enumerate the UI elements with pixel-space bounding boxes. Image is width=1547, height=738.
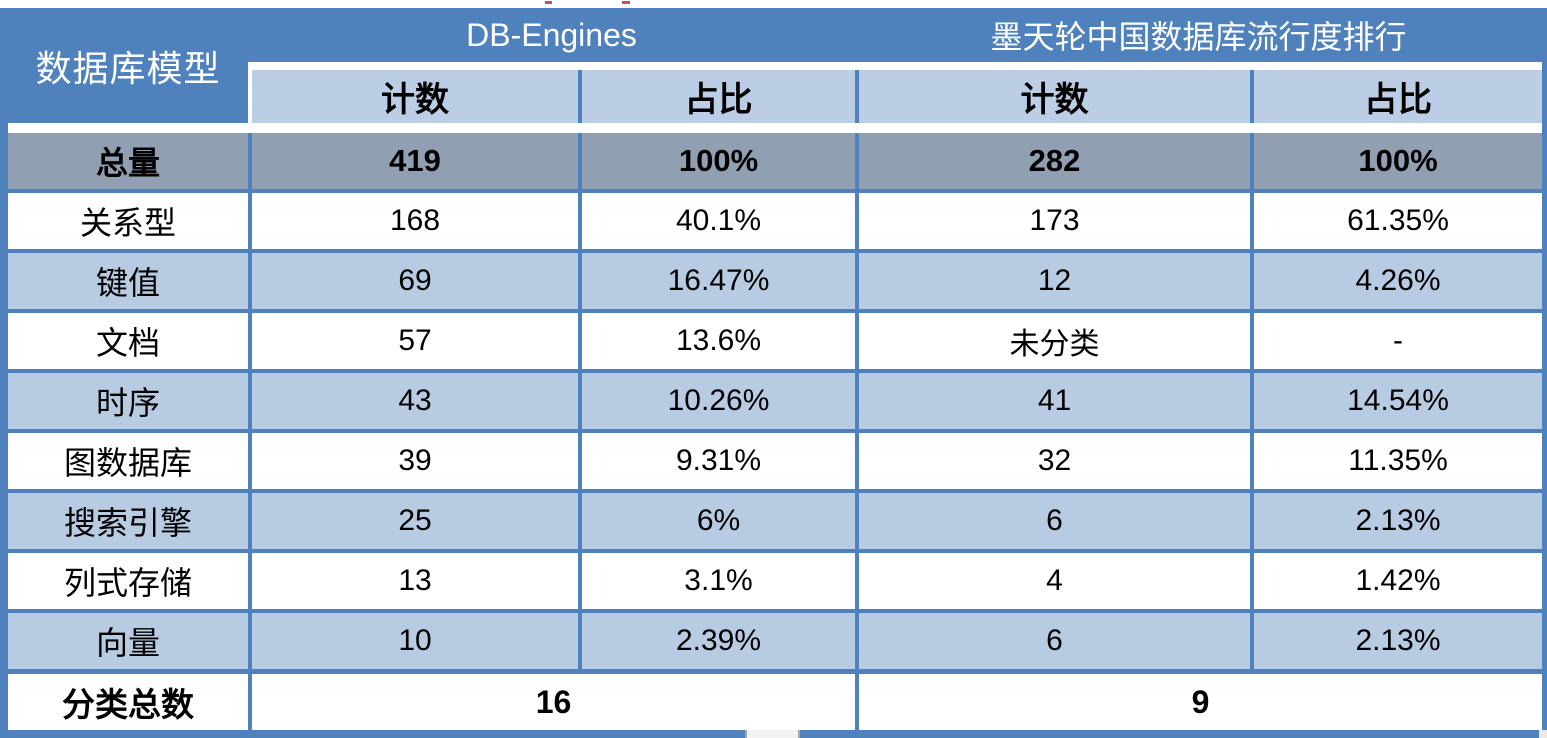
data-cell: 未分类: [855, 313, 1250, 369]
data-cell: 100%: [1250, 133, 1542, 189]
subheader-share-db-engines: 占比: [578, 70, 855, 123]
total-row: 总量 419 100% 282 100%: [8, 133, 1542, 189]
motianlun-category-total-cell: 9: [855, 674, 1542, 730]
data-cell: 69: [248, 253, 578, 309]
data-cell: 10: [248, 613, 578, 669]
data-cell: 4.26%: [1250, 253, 1542, 309]
row-label-cell: 总量: [95, 145, 160, 181]
data-cell: 13.6%: [578, 313, 855, 369]
table-row: 搜索引擎 25 6% 6 2.13%: [8, 489, 1542, 549]
data-cell: 13: [248, 553, 578, 609]
data-cell: 41: [855, 373, 1250, 429]
row-label-cell: 图数据库: [63, 445, 192, 481]
data-cell: 2.39%: [578, 613, 855, 669]
database-model-comparison-table: 数据库模型 DB-Engines 墨天轮中国数据库流行度排行 计数 占比 计数 …: [0, 8, 1547, 738]
data-cell: 3.1%: [578, 553, 855, 609]
data-cell: 32: [855, 433, 1250, 489]
data-cell: 6%: [578, 493, 855, 549]
table-row: 向量 10 2.39% 6 2.13%: [8, 609, 1542, 669]
db-engines-category-total-cell: 16: [248, 674, 855, 730]
cropped-red-underline-mark: [545, 1, 552, 4]
table-row: 文档 57 13.6% 未分类 -: [8, 309, 1542, 369]
group-header-row: DB-Engines 墨天轮中国数据库流行度排行: [248, 8, 1542, 62]
horizontal-scrollbar-thumb-fragment[interactable]: [745, 730, 800, 738]
row-label-cell: 分类总数: [62, 688, 194, 724]
row-label-cell: 向量: [95, 625, 160, 661]
data-cell: 40.1%: [578, 193, 855, 249]
subheader-count-db-engines: 计数: [248, 70, 578, 123]
data-cell: 9.31%: [578, 433, 855, 489]
row-label-cell: 关系型: [79, 205, 176, 241]
data-cell: 168: [248, 193, 578, 249]
data-cell: 39: [248, 433, 578, 489]
group-header-db-engines: DB-Engines: [466, 16, 637, 53]
category-count-row: 分类总数 16 9: [8, 669, 1542, 730]
row-gap: [8, 123, 1542, 133]
data-cell: -: [1250, 313, 1542, 369]
subheader-count-motianlun: 计数: [855, 70, 1250, 123]
row-label-cell: 列式存储: [63, 565, 192, 601]
cropped-red-underline-mark: [622, 1, 630, 4]
data-cell: 57: [248, 313, 578, 369]
data-cell: 419: [248, 133, 578, 189]
data-cell: 43: [248, 373, 578, 429]
table-row: 图数据库 39 9.31% 32 11.35%: [8, 429, 1542, 489]
data-cell: 100%: [578, 133, 855, 189]
table-row: 时序 43 10.26% 41 14.54%: [8, 369, 1542, 429]
data-cell: 6: [855, 613, 1250, 669]
data-cell: 16.47%: [578, 253, 855, 309]
header-gap: [248, 62, 1542, 70]
row-label-cell: 键值: [95, 265, 160, 301]
row-label-cell: 时序: [95, 385, 160, 421]
subheader-share-motianlun: 占比: [1250, 70, 1542, 123]
data-cell: 1.42%: [1250, 553, 1542, 609]
data-cell: 282: [855, 133, 1250, 189]
table-header: 数据库模型 DB-Engines 墨天轮中国数据库流行度排行 计数 占比 计数 …: [8, 8, 1542, 123]
data-cell: 11.35%: [1250, 433, 1542, 489]
group-header-motianlun: 墨天轮中国数据库流行度排行: [990, 19, 1407, 55]
data-cell: 61.35%: [1250, 193, 1542, 249]
data-cell: 10.26%: [578, 373, 855, 429]
table-row: 关系型 168 40.1% 173 61.35%: [8, 189, 1542, 249]
data-cell: 4: [855, 553, 1250, 609]
corner-header-cell: 数据库模型: [8, 8, 248, 123]
row-label-cell: 文档: [95, 325, 160, 361]
data-cell: 14.54%: [1250, 373, 1542, 429]
subheader-row: 计数 占比 计数 占比: [248, 70, 1542, 123]
table-row: 列式存储 13 3.1% 4 1.42%: [8, 549, 1542, 609]
data-cell: 2.13%: [1250, 613, 1542, 669]
scrollbar-corner-fragment: [1539, 730, 1547, 738]
row-label-cell: 搜索引擎: [63, 505, 192, 541]
table-row: 键值 69 16.47% 12 4.26%: [8, 249, 1542, 309]
data-cell: 25: [248, 493, 578, 549]
data-cell: 2.13%: [1250, 493, 1542, 549]
data-cell: 6: [855, 493, 1250, 549]
data-cell: 173: [855, 193, 1250, 249]
data-cell: 12: [855, 253, 1250, 309]
